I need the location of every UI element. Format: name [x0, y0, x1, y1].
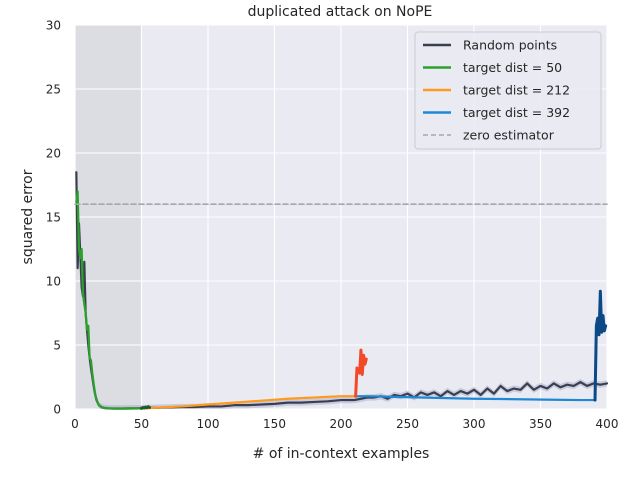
series-lines — [74, 171, 609, 410]
legend-label: target dist = 212 — [463, 83, 570, 98]
y-tick-label: 20 — [46, 147, 61, 161]
y-tick-label: 10 — [46, 275, 61, 289]
confidence-bands — [76, 169, 607, 409]
target-dist-50-line — [75, 190, 143, 410]
x-tick-label: 150 — [263, 417, 286, 431]
y-tick-label: 5 — [53, 339, 61, 353]
random-points-band — [76, 169, 607, 409]
legend-label: target dist = 50 — [463, 60, 562, 75]
y-tick-label: 0 — [53, 403, 61, 417]
x-tick-label: 50 — [134, 417, 149, 431]
x-tick-labels: 0 50 100 150 200 250 300 350 400 — [71, 417, 618, 431]
legend-box — [414, 31, 602, 150]
target-dist-212-line — [140, 395, 357, 410]
y-tick-label: 25 — [46, 83, 61, 97]
y-tick-label: 15 — [46, 211, 61, 225]
attack-segment-line — [593, 289, 608, 402]
x-tick-label: 100 — [197, 417, 220, 431]
x-tick-label: 250 — [396, 417, 419, 431]
y-tick-labels: 0 5 10 15 20 25 30 — [46, 19, 61, 417]
x-tick-label: 0 — [71, 417, 79, 431]
legend: Random points target dist = 50 target dist… — [414, 31, 602, 150]
y-axis-label: squared error — [20, 169, 36, 264]
target-dist-392-line — [354, 395, 597, 402]
attack-segment-line — [140, 405, 151, 410]
x-tick-label: 300 — [463, 417, 486, 431]
legend-label: zero estimator — [463, 128, 555, 143]
y-tick-label: 30 — [46, 19, 61, 33]
legend-label: target dist = 392 — [463, 105, 570, 120]
grid-lines — [74, 24, 608, 410]
x-tick-label: 200 — [330, 417, 353, 431]
legend-label: Random points — [463, 38, 557, 53]
x-axis-label: # of in-context examples — [253, 446, 430, 462]
attack-segment-line — [354, 348, 368, 398]
x-tick-label: 400 — [596, 417, 619, 431]
chart-title: duplicated attack on NoPE — [248, 4, 433, 20]
x-tick-label: 350 — [529, 417, 552, 431]
